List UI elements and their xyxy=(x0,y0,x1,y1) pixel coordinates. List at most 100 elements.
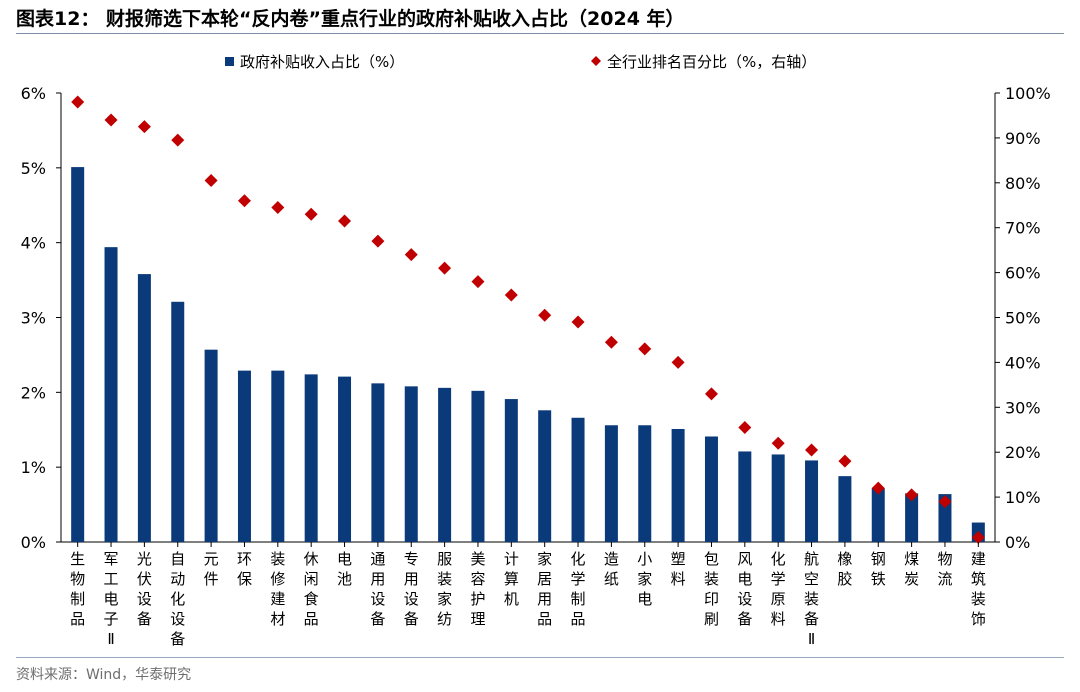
marker-point xyxy=(338,214,352,228)
marker-point xyxy=(771,436,785,450)
bar xyxy=(438,387,452,542)
left-tick-label: 5% xyxy=(21,159,46,178)
bar xyxy=(738,451,752,542)
marker-point xyxy=(938,495,952,509)
marker-point xyxy=(171,133,185,147)
marker-point xyxy=(237,194,251,208)
category-label: 元件 xyxy=(204,550,219,588)
bar xyxy=(604,425,618,542)
right-tick-label: 40% xyxy=(1005,353,1041,372)
category-label: 休闲食品 xyxy=(304,550,319,628)
bar xyxy=(404,386,418,542)
category-label: 生物制品 xyxy=(70,550,85,628)
bar xyxy=(338,376,352,542)
bar xyxy=(471,390,485,542)
legend-marker-label: 全行业排名百分比（%，右轴） xyxy=(607,53,816,71)
category-label: 装修建材 xyxy=(270,550,285,628)
marker-point xyxy=(104,113,118,127)
marker-point xyxy=(704,387,718,401)
chart: 政府补贴收入占比（%） 全行业排名百分比（%，右轴） 0% 1% 2% 3% 4% 5% 6… xyxy=(21,53,1051,648)
left-tick-label: 3% xyxy=(21,309,46,328)
category-label: 建筑装饰 xyxy=(971,550,986,628)
right-tick-label: 90% xyxy=(1005,129,1041,148)
bar xyxy=(571,417,585,542)
bar xyxy=(237,370,251,542)
category-label: 美容护理 xyxy=(470,550,485,628)
marker-point xyxy=(604,335,618,349)
marker-point xyxy=(905,488,919,502)
category-label: 造纸 xyxy=(604,550,619,588)
marker-point xyxy=(271,200,285,214)
category-label: 化学原料 xyxy=(771,550,786,628)
bar xyxy=(871,488,885,542)
marker-point xyxy=(738,421,752,435)
category-label: 自动化设备 xyxy=(170,550,185,648)
category-label: 通用设备 xyxy=(370,550,385,628)
left-tick-label: 1% xyxy=(21,458,46,477)
marker-point xyxy=(471,275,485,289)
bar xyxy=(271,370,285,542)
legend-bar-swatch xyxy=(225,57,234,66)
marker-point xyxy=(538,308,552,322)
legend-bar-label: 政府补贴收入占比（%） xyxy=(240,53,404,71)
chart-title: 图表12： 财报筛选下本轮“反内卷”重点行业的政府补贴收入占比（2024 年） xyxy=(16,8,685,30)
marker-point xyxy=(204,174,218,188)
right-tick-label: 10% xyxy=(1005,488,1041,507)
category-label: 化学制品 xyxy=(571,550,586,628)
bar xyxy=(638,425,652,542)
marker-point xyxy=(671,355,685,369)
category-label: 家居用品 xyxy=(537,550,552,628)
left-tick-label: 0% xyxy=(21,533,46,552)
marker-point xyxy=(504,288,518,302)
marker-point xyxy=(971,531,985,545)
category-label: 环保 xyxy=(237,550,252,588)
marker-point xyxy=(871,481,885,495)
bar xyxy=(104,247,118,542)
bar xyxy=(704,436,718,542)
category-label: 包装印刷 xyxy=(704,550,719,628)
marker-point xyxy=(404,248,418,262)
legend: 政府补贴收入占比（%） 全行业排名百分比（%，右轴） xyxy=(225,53,816,71)
source-note: 资料来源：Wind，华泰研究 xyxy=(16,667,192,683)
bar xyxy=(304,374,318,542)
right-tick-label: 0% xyxy=(1005,533,1030,552)
category-label: 钢铁 xyxy=(871,550,886,588)
marker-series xyxy=(71,95,985,545)
bar xyxy=(905,493,919,542)
category-label: 橡胶 xyxy=(837,550,852,588)
right-tick-label: 20% xyxy=(1005,443,1041,462)
marker-point xyxy=(371,234,385,248)
marker-point xyxy=(571,315,585,329)
category-label: 服装家纺 xyxy=(437,550,452,628)
category-label: 专用设备 xyxy=(404,550,419,628)
marker-point xyxy=(438,261,452,275)
category-label: 煤炭 xyxy=(904,550,919,588)
category-label: 小家电 xyxy=(637,550,652,608)
title-divider xyxy=(16,33,1064,34)
right-tick-label: 30% xyxy=(1005,398,1041,417)
legend-marker-swatch xyxy=(591,56,601,66)
left-tick-label: 4% xyxy=(21,234,46,253)
right-tick-label: 100% xyxy=(1005,84,1051,103)
category-label: 计算机 xyxy=(504,550,519,608)
bar xyxy=(838,476,852,542)
marker-point xyxy=(304,207,318,221)
bar xyxy=(538,410,552,542)
category-label: 物流 xyxy=(937,550,952,588)
bar xyxy=(171,301,185,542)
category-label: 风电设备 xyxy=(737,550,752,628)
left-tick-label: 6% xyxy=(21,84,46,103)
bar xyxy=(371,383,385,542)
axes: 0% 1% 2% 3% 4% 5% 6% 0% 10% 20% 30% 40% 50% 60% 70% 80%… xyxy=(21,84,1051,552)
bar xyxy=(671,429,685,542)
category-label: 光伏设备 xyxy=(137,550,152,628)
marker-point xyxy=(137,120,151,134)
category-label: 军工电子 Ⅱ xyxy=(104,550,119,648)
marker-point xyxy=(838,454,852,468)
left-tick-label: 2% xyxy=(21,383,46,402)
bar-series xyxy=(71,167,985,542)
bar xyxy=(71,167,85,542)
right-tick-label: 50% xyxy=(1005,309,1041,328)
bar xyxy=(204,349,218,542)
